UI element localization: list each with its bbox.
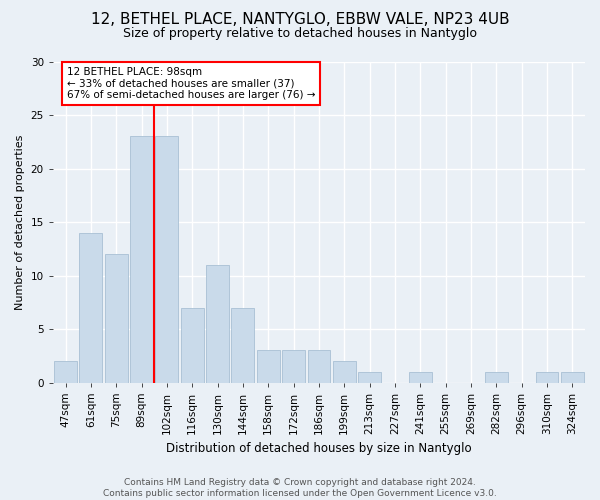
Bar bbox=[232, 308, 254, 382]
Bar bbox=[485, 372, 508, 382]
Text: Size of property relative to detached houses in Nantyglo: Size of property relative to detached ho… bbox=[123, 28, 477, 40]
Bar bbox=[536, 372, 559, 382]
Bar bbox=[130, 136, 153, 382]
Bar bbox=[206, 265, 229, 382]
Y-axis label: Number of detached properties: Number of detached properties bbox=[15, 134, 25, 310]
Bar bbox=[308, 350, 331, 382]
Bar bbox=[181, 308, 203, 382]
Bar bbox=[155, 136, 178, 382]
Bar bbox=[333, 361, 356, 382]
Bar bbox=[358, 372, 381, 382]
Bar bbox=[54, 361, 77, 382]
Bar bbox=[79, 232, 102, 382]
Bar bbox=[561, 372, 584, 382]
Bar bbox=[282, 350, 305, 382]
Text: 12, BETHEL PLACE, NANTYGLO, EBBW VALE, NP23 4UB: 12, BETHEL PLACE, NANTYGLO, EBBW VALE, N… bbox=[91, 12, 509, 28]
Bar bbox=[257, 350, 280, 382]
Text: 12 BETHEL PLACE: 98sqm
← 33% of detached houses are smaller (37)
67% of semi-det: 12 BETHEL PLACE: 98sqm ← 33% of detached… bbox=[67, 67, 315, 100]
X-axis label: Distribution of detached houses by size in Nantyglo: Distribution of detached houses by size … bbox=[166, 442, 472, 455]
Bar bbox=[409, 372, 431, 382]
Bar bbox=[105, 254, 128, 382]
Text: Contains HM Land Registry data © Crown copyright and database right 2024.
Contai: Contains HM Land Registry data © Crown c… bbox=[103, 478, 497, 498]
